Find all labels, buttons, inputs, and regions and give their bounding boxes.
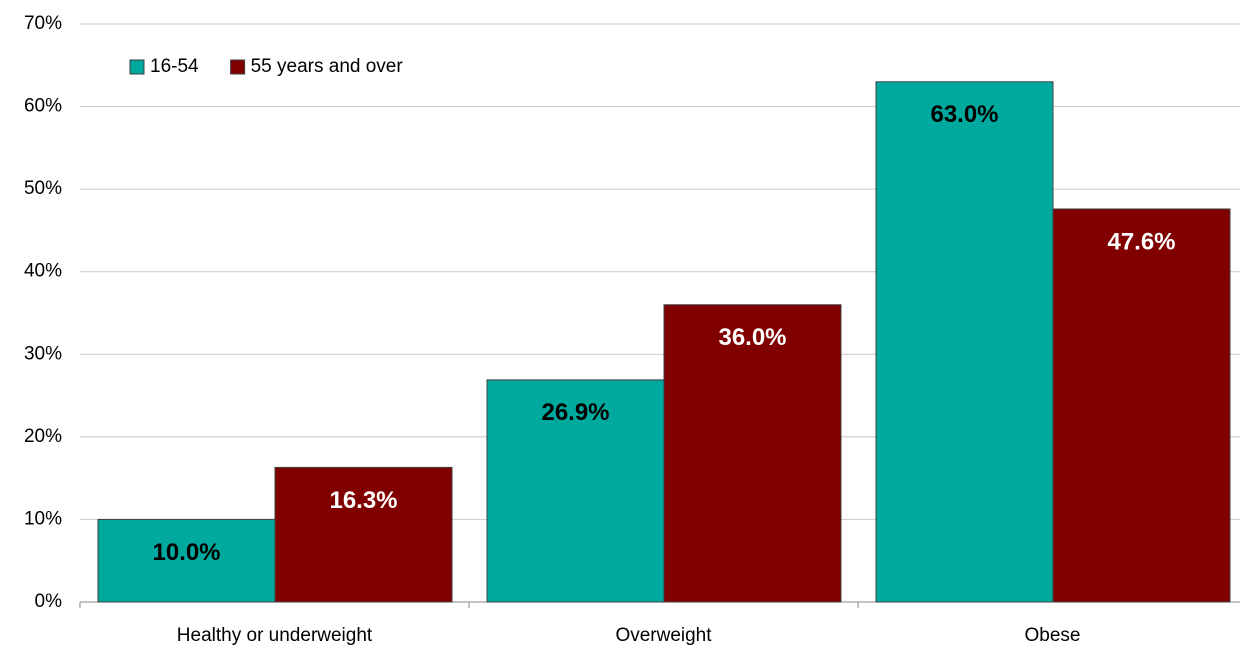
- y-tick-label: 30%: [24, 343, 62, 364]
- value-label: 36.0%: [718, 324, 786, 351]
- value-label: 63.0%: [930, 101, 998, 128]
- bar: [1052, 208, 1231, 603]
- legend-swatch: [230, 59, 246, 75]
- x-tick-label: Obese: [1025, 625, 1081, 646]
- bar: [274, 466, 453, 603]
- value-label: 47.6%: [1107, 228, 1175, 255]
- y-tick-label: 10%: [24, 508, 62, 529]
- value-label: 10.0%: [152, 539, 220, 566]
- y-tick-label: 0%: [35, 591, 63, 612]
- legend-swatch: [129, 59, 145, 75]
- value-label: 16.3%: [329, 487, 397, 514]
- legend-label: 55 years and over: [251, 56, 404, 77]
- bar: [875, 81, 1054, 603]
- y-tick-label: 70%: [24, 13, 62, 34]
- x-tick-label: Healthy or underweight: [177, 625, 373, 646]
- x-tick-label: Overweight: [615, 625, 712, 646]
- bar: [486, 379, 665, 603]
- y-tick-label: 40%: [24, 261, 62, 282]
- legend-label: 16-54: [150, 56, 199, 77]
- value-label: 26.9%: [541, 399, 609, 426]
- y-tick-label: 50%: [24, 178, 62, 199]
- bar: [97, 518, 276, 603]
- y-tick-label: 60%: [24, 96, 62, 117]
- bar: [663, 304, 842, 603]
- y-tick-label: 20%: [24, 426, 62, 447]
